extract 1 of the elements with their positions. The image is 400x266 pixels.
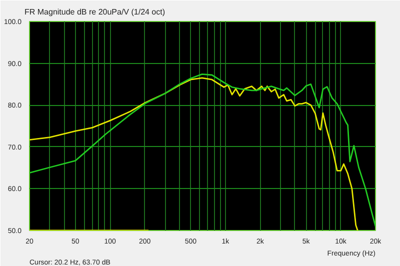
chart-title: FR Magnitude dB re 20uPa/V (1/24 oct): [24, 8, 166, 16]
